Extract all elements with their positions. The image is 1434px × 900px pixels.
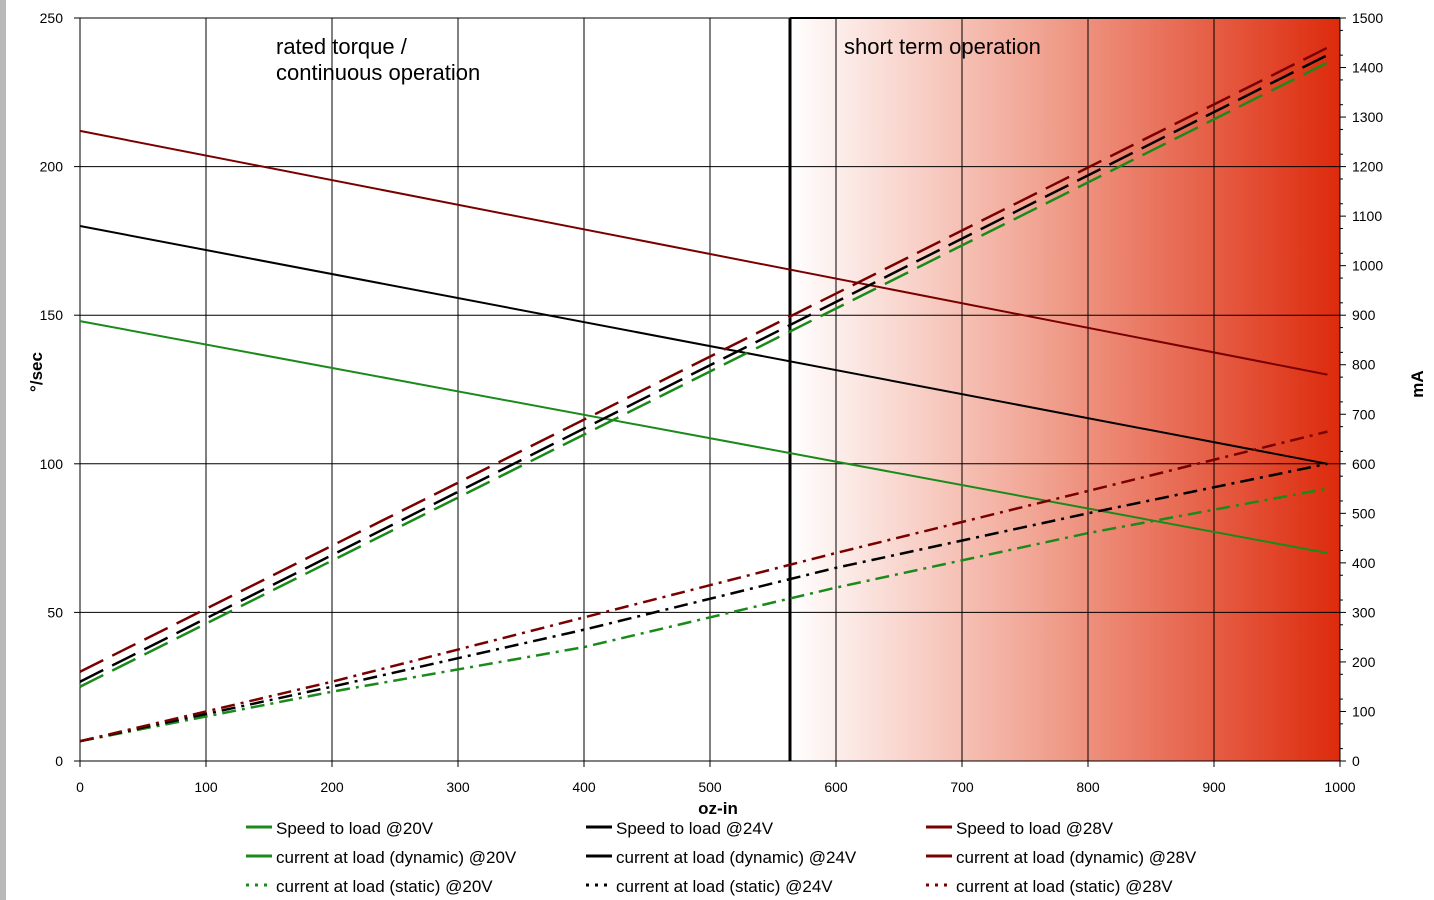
legend-label-5: current at load (dynamic) @28V	[956, 848, 1197, 867]
x-tick-label: 100	[194, 779, 218, 795]
x-tick-label: 900	[1202, 779, 1226, 795]
x-tick-label: 300	[446, 779, 470, 795]
series-layer	[79, 46, 1328, 743]
y-left-tick-label: 150	[40, 307, 64, 323]
y-right-tick-label: 800	[1352, 357, 1376, 373]
y-left-tick-label: 0	[55, 753, 63, 769]
left-edge-bar	[0, 0, 6, 900]
y-right-tick-label: 1500	[1352, 10, 1383, 26]
series-line-7	[79, 462, 1328, 743]
legend-label-0: Speed to load @20V	[276, 819, 434, 838]
legend-label-6: current at load (static) @20V	[276, 877, 493, 896]
y-right-tick-label: 900	[1352, 307, 1376, 323]
y-right-tick-label: 1300	[1352, 109, 1383, 125]
x-axis-label: oz-in	[698, 799, 738, 818]
series-line-3	[79, 61, 1328, 688]
y-right-tick-label: 1200	[1352, 159, 1383, 175]
y-axis-left-label: °/sec	[27, 352, 46, 392]
y-right-tick-label: 100	[1352, 703, 1376, 719]
y-right-tick-label: 600	[1352, 456, 1376, 472]
legend-label-4: current at load (dynamic) @24V	[616, 848, 857, 867]
region-label-continuous-2: continuous operation	[276, 60, 480, 85]
y-left-tick-label: 250	[40, 10, 64, 26]
y-right-tick-label: 0	[1352, 753, 1360, 769]
series-line-8	[79, 430, 1328, 743]
x-tick-label: 500	[698, 779, 722, 795]
legend-label-1: Speed to load @24V	[616, 819, 774, 838]
legend-label-8: current at load (static) @28V	[956, 877, 1173, 896]
region-label-short-term: short term operation	[844, 34, 1041, 59]
series-line-0	[79, 320, 1328, 554]
x-tick-label: 1000	[1324, 779, 1355, 795]
x-tick-label: 400	[572, 779, 596, 795]
series-line-1	[79, 225, 1328, 465]
y-right-tick-label: 400	[1352, 555, 1376, 571]
y-left-tick-label: 50	[47, 604, 63, 620]
y-right-tick-label: 500	[1352, 505, 1376, 521]
x-tick-label: 600	[824, 779, 848, 795]
legend: Speed to load @20V Speed to load @24V Spee…	[246, 819, 1197, 896]
legend-label-2: Speed to load @28V	[956, 819, 1114, 838]
x-tick-label: 700	[950, 779, 974, 795]
y-left-tick-label: 200	[40, 159, 64, 175]
y-right-tick-label: 1100	[1352, 208, 1382, 224]
y-right-tick-label: 1000	[1352, 258, 1383, 274]
series-line-2	[79, 129, 1328, 376]
y-right-tick-label: 700	[1352, 406, 1376, 422]
grid	[80, 18, 1340, 761]
x-tick-label: 0	[76, 779, 84, 795]
ticks-layer: 0 100 200 300 400 500 600 700 800 900 100005010015…	[40, 10, 1384, 795]
series-line-4	[79, 53, 1328, 683]
y-right-tick-label: 300	[1352, 604, 1376, 620]
legend-label-7: current at load (static) @24V	[616, 877, 833, 896]
y-right-tick-label: 200	[1352, 654, 1376, 670]
region-label-continuous-1: rated torque /	[276, 34, 408, 59]
x-tick-label: 800	[1076, 779, 1100, 795]
legend-label-3: current at load (dynamic) @20V	[276, 848, 517, 867]
y-left-tick-label: 100	[40, 456, 64, 472]
x-tick-label: 200	[320, 779, 344, 795]
y-right-tick-label: 1400	[1352, 60, 1383, 76]
short-term-region	[790, 18, 1340, 761]
series-line-6	[79, 487, 1328, 743]
series-line-5	[79, 46, 1328, 673]
y-axis-right-label: mA	[1408, 370, 1427, 397]
